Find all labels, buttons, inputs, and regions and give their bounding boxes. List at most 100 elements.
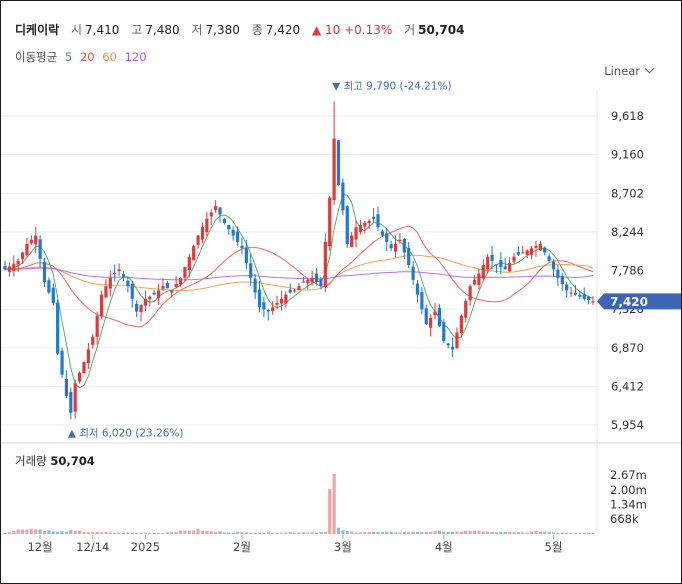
candle-body xyxy=(249,263,253,278)
candle-body xyxy=(257,289,262,308)
volume-bar xyxy=(209,531,213,534)
candle-body xyxy=(235,231,240,242)
moving-average-legend[interactable]: 이동평균 5 20 60 120 xyxy=(15,49,147,65)
volume-bar xyxy=(156,532,161,534)
last-price-tag: 7,420 xyxy=(597,293,681,310)
candle-body xyxy=(143,298,148,306)
low-value: 7,380 xyxy=(205,23,240,37)
candle-body xyxy=(543,247,547,253)
volume-bar xyxy=(253,532,257,534)
volume-bar xyxy=(350,531,354,534)
price-tick-label: 8,244 xyxy=(611,225,644,239)
volume-bar xyxy=(192,530,196,534)
candle-body xyxy=(170,290,174,293)
ma-120-label: 120 xyxy=(124,50,147,64)
candle-body xyxy=(450,346,455,350)
volume-bar xyxy=(529,531,534,534)
volume-bar xyxy=(104,532,108,534)
candle-body xyxy=(47,280,51,293)
volume-bar xyxy=(332,473,336,534)
candle-body xyxy=(271,307,275,311)
x-tick-label: 5월 xyxy=(545,540,563,554)
candle-body xyxy=(547,256,551,261)
x-tick-label: 2월 xyxy=(233,540,251,554)
candle-body xyxy=(411,266,415,280)
candle-body xyxy=(240,245,244,249)
volume-bar xyxy=(468,530,472,534)
candle-body xyxy=(20,252,25,260)
candle-body xyxy=(209,212,213,217)
candle-body xyxy=(446,343,450,346)
price-tick-label: 5,954 xyxy=(611,418,644,432)
volume-bar xyxy=(437,530,442,534)
price-tick-label: 6,412 xyxy=(611,379,644,393)
candle-body xyxy=(472,279,477,285)
candle-body xyxy=(486,256,490,270)
candle-body xyxy=(117,269,121,272)
candle-body xyxy=(385,233,389,242)
volume-bar xyxy=(99,532,104,534)
candle-body xyxy=(12,263,16,271)
candle-body xyxy=(310,277,314,283)
volume-bar xyxy=(231,532,235,534)
volume-bar xyxy=(275,532,279,534)
volume-bar xyxy=(7,532,11,534)
candle-body xyxy=(284,294,288,304)
volume-bar xyxy=(16,529,20,534)
candle-body xyxy=(354,227,358,240)
volume-bar xyxy=(477,530,481,534)
candle-body xyxy=(429,317,433,328)
volume-bar xyxy=(29,528,33,534)
high-value: 7,480 xyxy=(145,23,180,37)
candle-body xyxy=(529,248,534,255)
candle-body xyxy=(196,235,200,245)
volume-bar xyxy=(126,532,130,534)
candle-body xyxy=(183,267,187,278)
high-annotation: ▼ 최고 9,790 (-24.21%) xyxy=(332,80,452,92)
x-tick-label: 2025 xyxy=(131,540,160,554)
candle-body xyxy=(350,235,354,247)
candle-body xyxy=(328,197,332,247)
volume-bar xyxy=(367,532,371,534)
volume-bar xyxy=(244,532,248,534)
volume-bar xyxy=(354,532,358,534)
candle-body xyxy=(227,224,231,230)
candle-body xyxy=(402,238,406,253)
volume-label: 거 xyxy=(404,23,416,37)
candle-body xyxy=(573,292,578,295)
volume-bar xyxy=(565,533,569,534)
volume-bar xyxy=(222,532,227,534)
price-tag-label: 7,420 xyxy=(610,295,648,309)
candle-body xyxy=(82,362,86,374)
price-tick-label: 8,702 xyxy=(611,186,644,200)
candle-body xyxy=(91,336,95,345)
volume-bar xyxy=(148,533,152,534)
volume-bar xyxy=(472,530,477,534)
candle-body xyxy=(336,140,341,185)
scale-dropdown[interactable]: Linear xyxy=(604,63,655,78)
volume-bar xyxy=(534,531,538,534)
candle-body xyxy=(222,218,227,223)
volume-bar xyxy=(152,532,156,534)
volume-title-value: 50,704 xyxy=(50,454,95,468)
volume-bar xyxy=(341,530,345,534)
volume-bar xyxy=(205,530,209,534)
grid-lines xyxy=(1,91,681,536)
volume-bar xyxy=(380,531,384,534)
volume-bar xyxy=(218,531,222,534)
price-tick-label: 6,870 xyxy=(611,341,644,355)
candle-body xyxy=(266,309,270,312)
candle-body xyxy=(459,315,463,333)
quote-header: 디케이락 시 7,410 고 7,480 저 7,380 종 7,420 ▲ 10 +0… xyxy=(15,21,472,38)
ma-60-label: 60 xyxy=(102,50,117,64)
candle-body xyxy=(358,225,363,232)
annotations: ▼ 최고 9,790 (-24.21%) ▲ 최저 6,020 (23.26%) xyxy=(68,80,452,439)
candle-body xyxy=(7,266,11,272)
volume-bar xyxy=(20,529,25,534)
volume-bar xyxy=(174,532,178,534)
volume-bar xyxy=(464,530,468,534)
candle-body xyxy=(205,218,209,233)
candle-body xyxy=(420,292,424,310)
